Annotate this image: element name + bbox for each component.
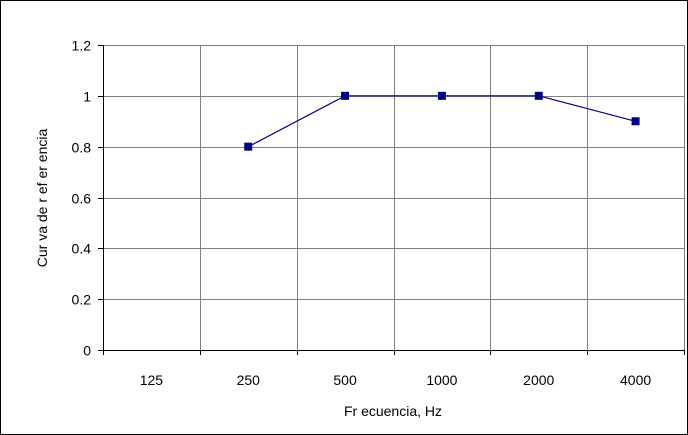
gridlines (103, 45, 685, 350)
y-axis-title: Cur va de r ef er encia (34, 129, 50, 268)
data-point-marker (244, 142, 253, 151)
series-group (244, 91, 640, 151)
x-tick-label: 2000 (523, 372, 554, 388)
y-tick-label: 0.4 (72, 241, 92, 257)
data-point-marker (437, 91, 446, 100)
x-axis-ticks: 125 250 500 1000 2000 4000 (103, 350, 685, 388)
y-tick-label: 1 (83, 89, 91, 105)
y-tick-label: 0.2 (72, 292, 92, 308)
data-point-marker (631, 117, 640, 126)
series-line (248, 95, 636, 148)
x-axis-title: Fr ecuencia, Hz (344, 403, 442, 419)
y-tick-label: 1.2 (72, 38, 92, 54)
y-axis-ticks: 0 0.2 0.4 0.6 0.8 1 1.2 (72, 38, 103, 359)
axes (103, 45, 684, 351)
y-tick-label: 0.6 (72, 191, 92, 207)
data-point-marker (534, 91, 543, 100)
data-point-marker (341, 91, 350, 100)
y-tick-label: 0 (83, 343, 91, 359)
x-tick-label: 500 (333, 372, 357, 388)
y-tick-label: 0.8 (72, 140, 92, 156)
x-tick-label: 1000 (426, 372, 457, 388)
x-tick-label: 125 (140, 372, 164, 388)
x-tick-label: 250 (237, 372, 261, 388)
x-tick-label: 4000 (620, 372, 651, 388)
